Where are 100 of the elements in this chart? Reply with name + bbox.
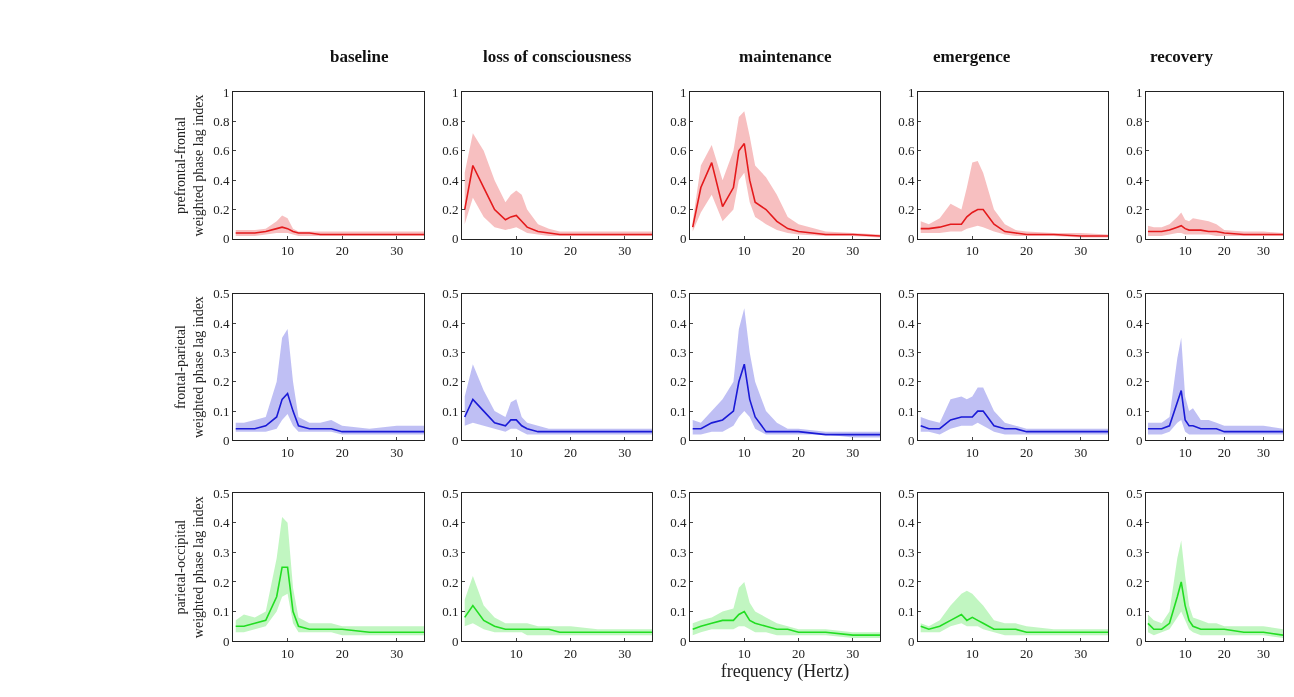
y-tick-label: 1 (451, 84, 459, 100)
x-tick-label: 20 (335, 445, 349, 461)
y-tick-label: 0.4 (1126, 515, 1143, 531)
y-tick-label: 0.3 (442, 544, 459, 560)
x-tick-label: 20 (564, 445, 578, 461)
line-series (234, 226, 424, 236)
y-tick-label: 0.6 (898, 143, 915, 159)
y-tick-label: 0.3 (1126, 544, 1143, 560)
chart-title: recovery (1150, 47, 1214, 66)
y-tick-label: 0.5 (670, 485, 687, 501)
x-tick-label: 10 (737, 645, 751, 661)
y-tick-label: 0.4 (898, 515, 915, 531)
line-series (463, 398, 652, 433)
x-tick-label: 10 (509, 243, 523, 259)
y-tick-label: 0.2 (898, 202, 915, 218)
x-tick-label: 10 (965, 243, 979, 259)
x-tick-label: 10 (965, 645, 979, 661)
x-tick-label: 10 (965, 445, 979, 461)
y-tick-label: 0.4 (442, 172, 459, 188)
y-tick-label: 0.5 (898, 286, 915, 302)
y-tick-label: 0.2 (213, 202, 230, 218)
x-tick-label: 30 (618, 445, 632, 461)
x-tick-label: 20 (335, 645, 349, 661)
y-tick-label: 0.2 (670, 574, 687, 590)
y-tick-label: 0.3 (670, 544, 687, 560)
y-tick-label: 0.4 (442, 515, 459, 531)
y-tick-label: 0.3 (898, 344, 915, 360)
y-tick-label: 0.2 (1126, 574, 1143, 590)
y-tick-label: 0.4 (670, 515, 687, 531)
y-tick-label: 0.5 (442, 286, 459, 302)
x-tick-label: 20 (1020, 445, 1034, 461)
y-tick-label: 0.2 (898, 374, 915, 390)
y-tick-label: 0.3 (213, 344, 230, 360)
x-tick-label: 10 (1178, 243, 1192, 259)
y-tick-label: 0 (1135, 633, 1143, 649)
line-series (463, 164, 652, 236)
chart-title: maintenance (739, 47, 832, 66)
y-tick-label: 0 (679, 231, 687, 247)
y-tick-label: 0.5 (670, 286, 687, 302)
chart-title: baseline (330, 47, 390, 66)
y-tick-label: 0.2 (442, 574, 459, 590)
line-series (691, 142, 880, 237)
x-tick-label: 20 (564, 645, 578, 661)
line-series (691, 363, 880, 436)
y-tick-label: 0.4 (898, 172, 915, 188)
x-tick-label: 10 (281, 645, 295, 661)
y-tick-label: 1 (1135, 84, 1143, 100)
y-tick-label: 0.2 (213, 374, 230, 390)
x-tick-label: 20 (792, 645, 806, 661)
x-tick-label: 20 (1217, 645, 1231, 661)
y-tick-label: 0.3 (898, 544, 915, 560)
x-tick-label: 10 (1178, 445, 1192, 461)
y-tick-label: 0.2 (670, 202, 687, 218)
y-axis-title: frontal-parietal weighted phase lag index (172, 296, 206, 439)
chart-title: loss of consciousness (483, 47, 632, 66)
y-tick-label: 0 (222, 633, 230, 649)
y-tick-label: 0.4 (670, 172, 687, 188)
y-tick-label: 0.1 (213, 403, 230, 419)
y-tick-label: 0.4 (442, 315, 459, 331)
x-tick-label: 20 (1217, 445, 1231, 461)
y-axis-title: parietal-occipital weighted phase lag index (172, 496, 206, 639)
x-tick-label: 30 (390, 445, 404, 461)
y-tick-label: 0.4 (670, 315, 687, 331)
x-tick-label: 20 (1020, 243, 1034, 259)
y-tick-label: 0 (451, 231, 459, 247)
y-tick-label: 0.1 (442, 403, 459, 419)
x-tick-label: 30 (1256, 445, 1270, 461)
y-tick-label: 0.2 (1126, 374, 1143, 390)
x-tick-label: 30 (846, 445, 860, 461)
y-tick-label: 0.1 (898, 604, 915, 620)
y-tick-label: 0.1 (670, 604, 687, 620)
y-tick-label: 0.6 (670, 143, 687, 159)
x-tick-label: 20 (1020, 645, 1034, 661)
y-tick-label: 0 (907, 433, 915, 449)
x-tick-label: 10 (509, 445, 523, 461)
y-tick-label: 0.4 (898, 315, 915, 331)
y-tick-label: 0.8 (213, 114, 230, 130)
line-series (691, 610, 880, 636)
y-tick-label: 0.4 (213, 172, 230, 188)
y-tick-label: 0.2 (213, 574, 230, 590)
y-tick-label: 0.1 (1126, 403, 1143, 419)
y-tick-label: 0.5 (213, 286, 230, 302)
y-tick-label: 1 (679, 84, 687, 100)
line-series (919, 410, 1108, 433)
y-tick-label: 0.2 (442, 374, 459, 390)
y-tick-label: 0.4 (1126, 172, 1143, 188)
y-tick-label: 0.1 (213, 604, 230, 620)
x-tick-label: 10 (509, 645, 523, 661)
x-tick-label: 20 (1217, 243, 1231, 259)
x-tick-label: 30 (1074, 243, 1088, 259)
x-tick-label: 20 (792, 243, 806, 259)
y-tick-label: 0.3 (442, 344, 459, 360)
y-tick-label: 0.8 (1126, 114, 1143, 130)
line-series (919, 208, 1108, 237)
x-tick-label: 10 (737, 243, 751, 259)
y-tick-label: 0 (222, 433, 230, 449)
y-tick-label: 0 (907, 633, 915, 649)
y-tick-label: 0 (679, 433, 687, 449)
y-tick-label: 1 (907, 84, 915, 100)
y-tick-label: 0.8 (442, 114, 459, 130)
